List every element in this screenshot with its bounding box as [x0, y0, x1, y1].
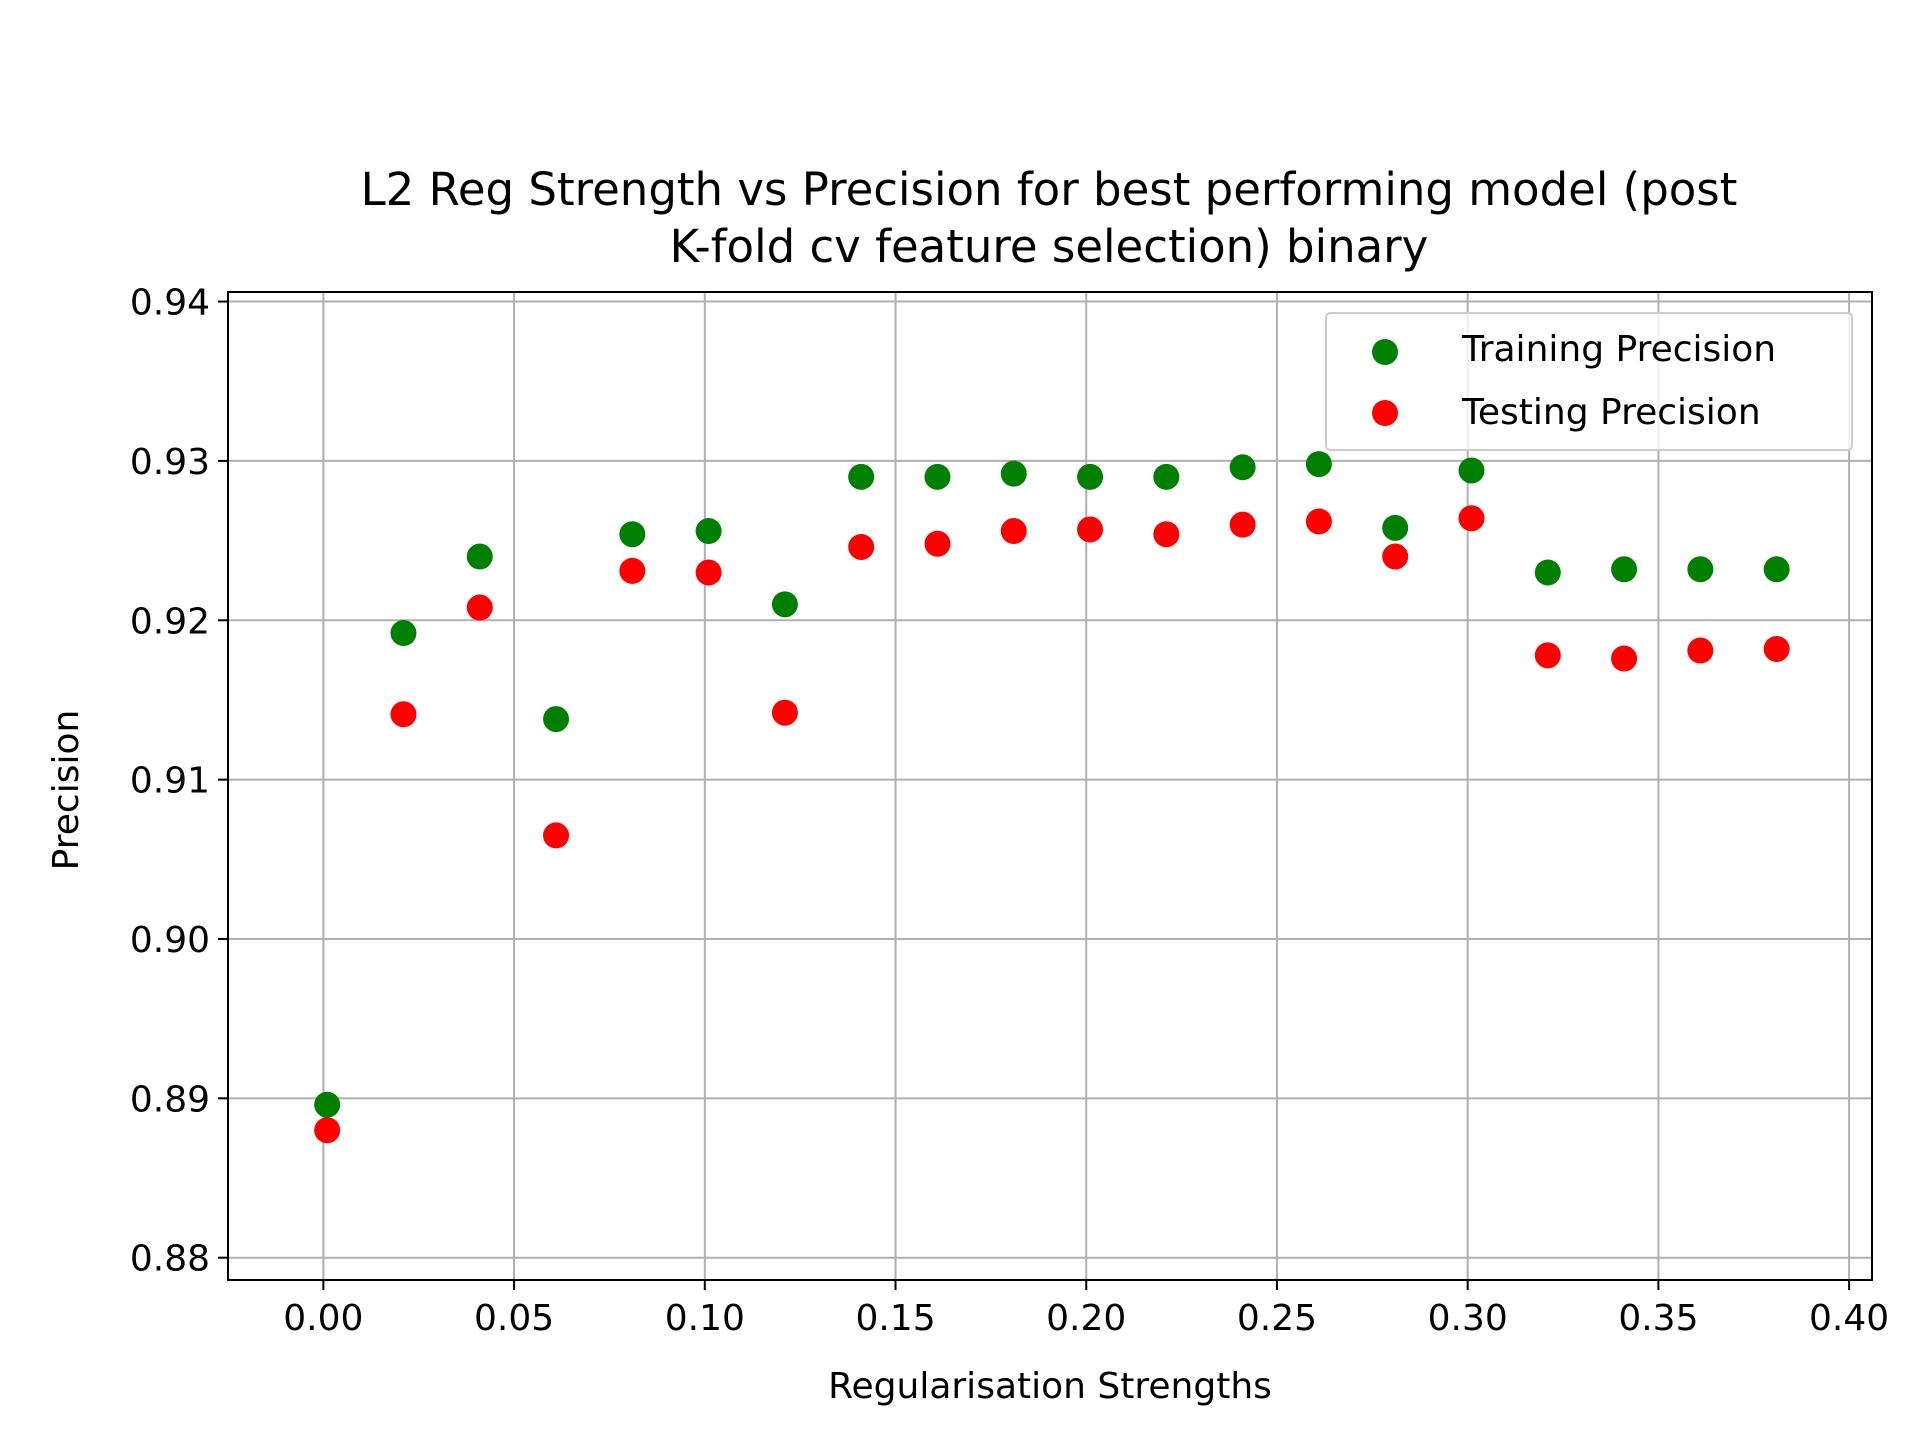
y-tick-label: 0.89 [130, 1079, 210, 1120]
point-training-4 [619, 521, 646, 548]
legend-marker-training [1372, 339, 1398, 365]
y-axis-label: Precision [46, 710, 87, 871]
point-testing-17 [1611, 645, 1638, 672]
x-tick-label: 0.35 [1618, 1298, 1698, 1339]
plot-area-frame [227, 291, 1873, 1281]
point-training-6 [771, 591, 798, 618]
point-training-1 [390, 620, 417, 647]
point-training-10 [1077, 463, 1104, 490]
y-tick-label: 0.91 [130, 761, 210, 802]
point-training-3 [543, 706, 570, 733]
legend-box [1325, 312, 1853, 451]
chart-title-line-1: L2 Reg Strength vs Precision for best pe… [361, 163, 1738, 216]
point-testing-0 [314, 1117, 341, 1144]
legend-label-training: Training Precision [1461, 329, 1776, 370]
x-axis-ticks: 0.00 0.05 0.10 0.15 0.20 0.25 0.30 0.35 0.40 [283, 1280, 1889, 1339]
point-testing-13 [1305, 508, 1332, 535]
x-tick-label: 0.15 [855, 1298, 935, 1339]
grid-lines [228, 292, 1872, 1280]
data-points [314, 451, 1790, 1144]
point-testing-7 [848, 533, 875, 560]
point-training-9 [1000, 460, 1027, 487]
point-testing-18 [1687, 637, 1714, 664]
x-tick-label: 0.20 [1046, 1298, 1126, 1339]
point-training-11 [1153, 463, 1180, 490]
point-testing-19 [1763, 635, 1790, 662]
point-testing-11 [1153, 521, 1180, 548]
y-tick-label: 0.90 [130, 920, 210, 961]
point-testing-6 [771, 699, 798, 726]
point-testing-8 [924, 530, 951, 557]
x-tick-label: 0.00 [283, 1298, 363, 1339]
point-training-8 [924, 463, 951, 490]
chart-title-line-2: K-fold cv feature selection) binary [670, 220, 1429, 273]
point-training-16 [1534, 559, 1561, 586]
point-training-12 [1229, 454, 1256, 481]
y-tick-label: 0.92 [130, 601, 210, 642]
x-tick-label: 0.40 [1809, 1298, 1889, 1339]
point-training-5 [695, 518, 722, 545]
point-training-13 [1305, 451, 1332, 478]
point-testing-16 [1534, 642, 1561, 669]
point-testing-4 [619, 557, 646, 584]
point-training-7 [848, 463, 875, 490]
point-testing-1 [390, 701, 417, 728]
point-training-14 [1382, 514, 1409, 541]
x-axis-label: Regularisation Strengths [828, 1366, 1272, 1407]
point-training-17 [1611, 556, 1638, 583]
point-testing-14 [1382, 543, 1409, 570]
point-training-2 [466, 543, 493, 570]
x-tick-label: 0.05 [474, 1298, 554, 1339]
point-training-18 [1687, 556, 1714, 583]
point-testing-12 [1229, 511, 1256, 538]
x-tick-label: 0.30 [1428, 1298, 1508, 1339]
point-training-15 [1458, 457, 1485, 484]
point-training-0 [314, 1091, 341, 1118]
y-tick-label: 0.88 [130, 1239, 210, 1280]
y-tick-label: 0.94 [130, 283, 210, 324]
x-tick-label: 0.25 [1237, 1298, 1317, 1339]
legend-label-testing: Testing Precision [1461, 392, 1761, 433]
point-testing-5 [695, 559, 722, 586]
point-testing-9 [1000, 518, 1027, 545]
legend-marker-testing [1372, 400, 1398, 426]
point-training-19 [1763, 556, 1790, 583]
point-testing-10 [1077, 516, 1104, 543]
y-tick-label: 0.93 [130, 442, 210, 483]
point-testing-3 [543, 822, 570, 849]
legend: Training Precision Testing Precision [1325, 312, 1853, 451]
y-axis-ticks: 0.88 0.89 0.90 0.91 0.92 0.93 0.94 [130, 283, 228, 1280]
point-testing-2 [466, 594, 493, 621]
point-testing-15 [1458, 505, 1485, 532]
x-tick-label: 0.10 [665, 1298, 745, 1339]
